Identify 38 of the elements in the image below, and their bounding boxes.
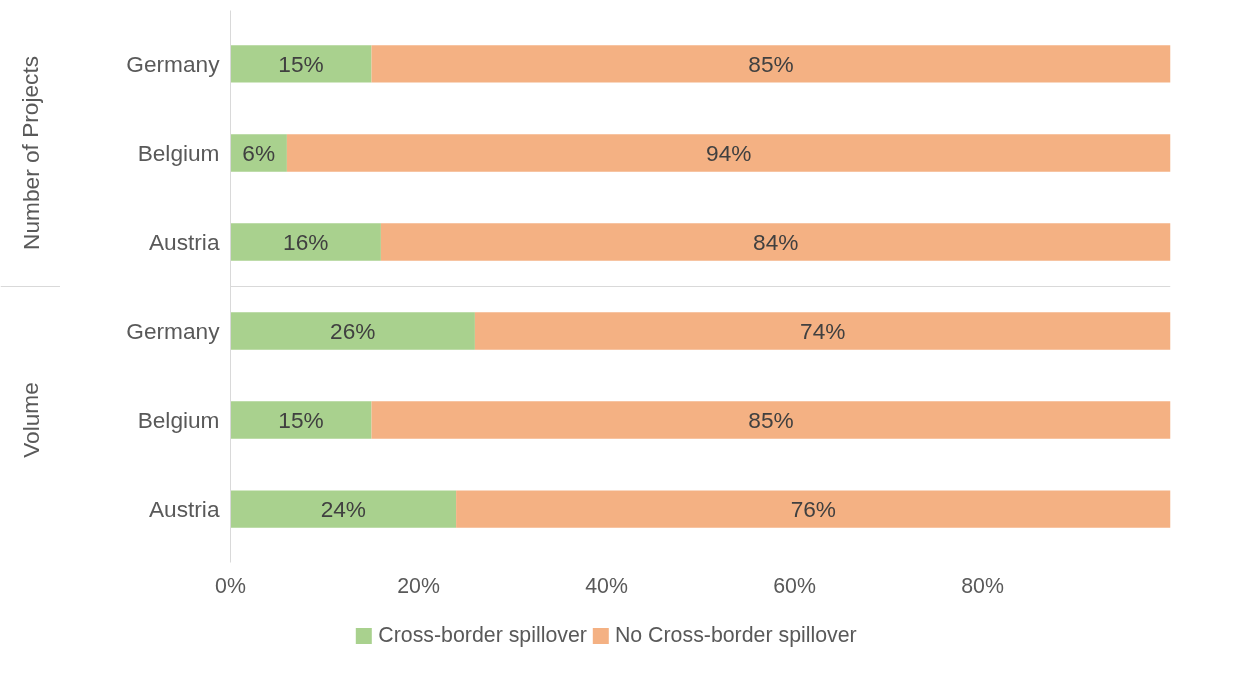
bar <box>230 490 457 528</box>
data-label: 15% <box>278 50 324 77</box>
data-label: 16% <box>283 228 329 255</box>
x-tick-label: 20% <box>397 573 440 598</box>
bar <box>286 134 1171 172</box>
data-label: 94% <box>706 139 752 166</box>
data-label: 84% <box>753 228 799 255</box>
data-label: 6% <box>242 139 276 166</box>
x-tick-label: 0% <box>215 573 246 598</box>
bar <box>230 312 475 350</box>
text: Volume <box>17 382 44 458</box>
text: Number of Projects <box>17 56 44 250</box>
data-label: 26% <box>330 318 376 345</box>
y-tick-label: Austria <box>148 228 220 255</box>
y-tick-label: Belgium <box>137 407 220 434</box>
data-label: 74% <box>800 318 846 345</box>
data-label: 85% <box>748 407 794 434</box>
bar <box>230 45 372 83</box>
bar <box>371 401 1171 439</box>
data-label: 15% <box>278 407 324 434</box>
data-label: 76% <box>790 496 836 523</box>
bar <box>371 45 1171 83</box>
y-tick-label: Germany <box>126 50 221 77</box>
bar <box>230 401 372 439</box>
x-tick-label: 60% <box>773 573 816 598</box>
x-tick-label: 80% <box>961 573 1004 598</box>
data-label: 24% <box>320 496 366 523</box>
bar <box>456 490 1171 528</box>
data-label: 85% <box>748 50 794 77</box>
bar <box>230 223 381 261</box>
y-tick-label: Belgium <box>137 139 220 166</box>
legend-label: No Cross-border spillover <box>614 622 857 648</box>
bar <box>380 223 1171 261</box>
y-tick-label: Germany <box>126 318 221 345</box>
bar <box>474 312 1171 350</box>
x-tick-label: 40% <box>585 573 628 598</box>
legend-label: Cross-border spillover <box>378 622 587 648</box>
y-tick-label: Austria <box>148 496 220 523</box>
